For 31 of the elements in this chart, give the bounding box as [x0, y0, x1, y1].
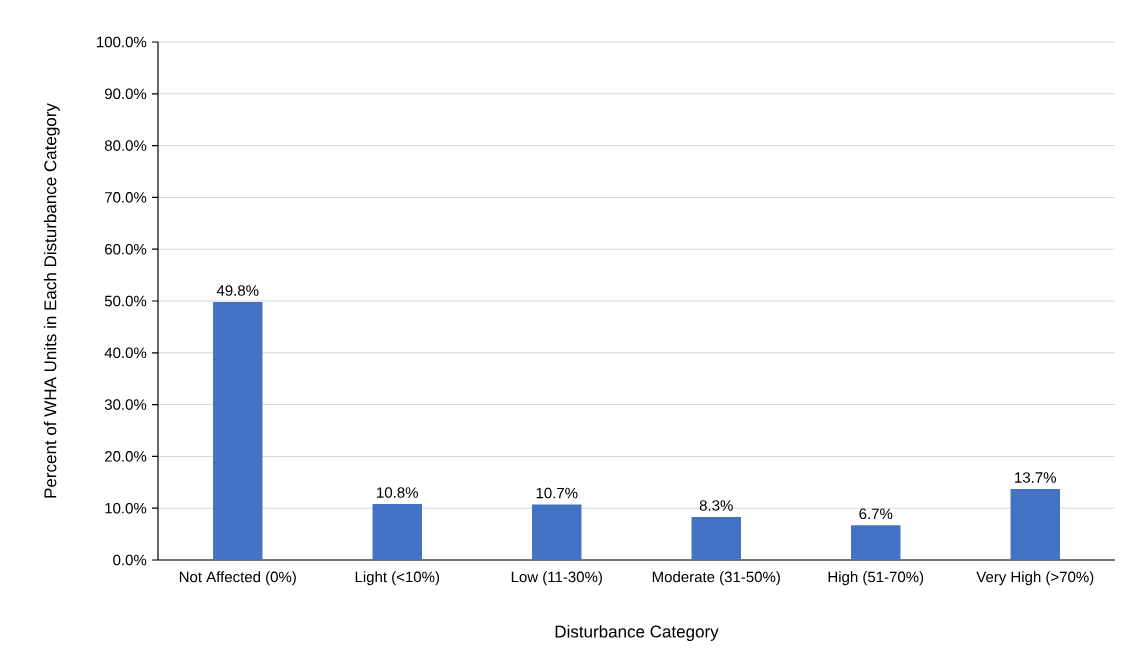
data-label: 10.7%: [536, 487, 578, 499]
bar: [213, 302, 263, 560]
data-label: 49.8%: [216, 285, 259, 296]
x-tick-label: Light (<10%): [355, 571, 440, 586]
data-label: 10.8%: [377, 487, 418, 498]
y-tick-label: 20.0%: [105, 451, 147, 462]
bar: [851, 525, 901, 560]
data-label: 8.3%: [699, 500, 733, 511]
x-tick-label: Low (11-30%): [511, 571, 602, 586]
bar: [372, 504, 422, 560]
y-tick-label: 70.0%: [105, 192, 147, 203]
x-tick-label: High (51-70%): [828, 571, 924, 586]
y-tick-label: 100.0%: [97, 36, 147, 48]
data-label: 6.7%: [859, 508, 893, 520]
y-tick-label: 50.0%: [104, 295, 147, 307]
y-tick-label: 30.0%: [104, 399, 147, 410]
x-axis-title: Disturbance Category: [555, 625, 719, 641]
data-label: 13.7%: [1015, 472, 1056, 483]
y-tick-label: 80.0%: [104, 140, 147, 151]
y-tick-label: 10.0%: [105, 502, 147, 514]
y-tick-label: 40.0%: [104, 347, 147, 359]
x-tick-label: Not Affected (0%): [179, 571, 296, 586]
y-tick-label: 90.0%: [104, 88, 147, 100]
y-tick-label: 0.0%: [113, 554, 147, 566]
bar: [691, 517, 741, 560]
y-tick-label: 60.0%: [105, 243, 147, 255]
x-tick-label: Moderate (31-50%): [652, 571, 780, 586]
x-tick-label: Very High (>70%): [976, 571, 1094, 586]
bar: [532, 504, 582, 560]
bar: [1010, 489, 1060, 560]
y-axis-title: Percent of WHA Units in Each Disturbance Category: [43, 103, 60, 498]
